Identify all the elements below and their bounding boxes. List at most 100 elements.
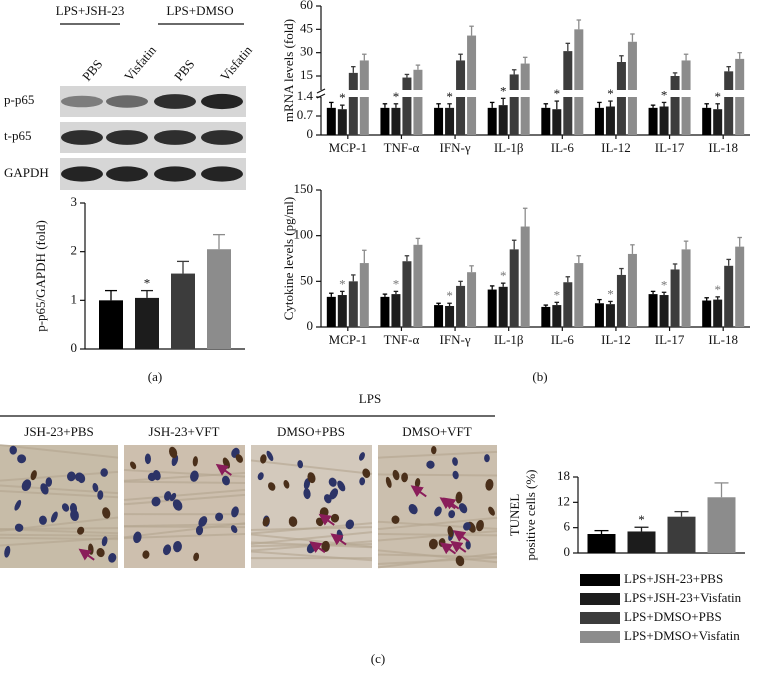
bar [348, 72, 358, 90]
bar [659, 106, 669, 135]
nucleus [414, 478, 421, 488]
blot-band [201, 130, 243, 145]
y-axis-label: p-p65/GAPDH (fold) [33, 220, 48, 332]
bar [605, 106, 615, 135]
bar [509, 97, 519, 135]
nucleus [266, 450, 274, 462]
blot-group: LPS+JSH-23 [56, 3, 125, 18]
nucleus [38, 515, 47, 525]
bar [402, 77, 412, 90]
bar [380, 296, 390, 327]
y-tick-label: 1 [71, 291, 78, 306]
fiber [377, 516, 498, 531]
x-tick-label: IFN-γ [440, 140, 471, 155]
nucleus [321, 540, 330, 553]
nucleus [330, 513, 340, 523]
bar [456, 97, 466, 135]
bar [587, 534, 616, 553]
panel-label: (a) [148, 369, 162, 384]
blot-band [201, 166, 243, 182]
blot-band [154, 94, 196, 109]
fiber [123, 493, 246, 506]
arrow [309, 541, 326, 554]
y-tick-label: 6 [564, 519, 571, 534]
x-tick-label: IL-12 [601, 332, 631, 347]
nucleus [408, 504, 418, 515]
bar [520, 63, 530, 90]
legend-swatch [580, 574, 620, 586]
nucleus [452, 457, 458, 466]
nucleus [198, 516, 208, 527]
nucleus [173, 541, 182, 553]
bar [702, 107, 712, 135]
nucleus [101, 536, 108, 547]
arrow [450, 540, 467, 553]
nucleus [488, 506, 495, 516]
bar [359, 60, 369, 90]
bar [467, 35, 477, 90]
bar [359, 263, 369, 327]
nucleus [96, 548, 105, 558]
nucleus [221, 475, 230, 486]
fiber [0, 536, 119, 547]
nucleus [66, 471, 76, 482]
y-tick-label: 3 [71, 194, 78, 209]
nucleus [172, 499, 183, 511]
significance: * [339, 276, 346, 291]
x-tick-label: IFN-γ [440, 332, 471, 347]
y-tick-label: 1.4 [297, 88, 314, 103]
nucleus [260, 454, 267, 464]
nucleus [431, 445, 437, 455]
western-blot [60, 86, 246, 190]
nucleus [257, 472, 264, 481]
x-tick-label: TNF-α [384, 140, 420, 155]
nucleus [307, 472, 316, 484]
bar [702, 300, 712, 327]
bar [552, 305, 562, 327]
bar [207, 249, 231, 349]
nucleus [92, 483, 99, 493]
legend-label: LPS+JSH-23+Visfatin [624, 590, 742, 605]
y-tick-label: 50 [300, 272, 313, 287]
bar [498, 286, 508, 327]
nucleus [476, 520, 484, 532]
blot-band [201, 93, 243, 110]
arrow [452, 530, 470, 543]
bar [574, 263, 584, 327]
bar [627, 41, 637, 90]
nucleus [458, 503, 468, 514]
bar [648, 294, 658, 327]
y-tick-label: 0 [307, 318, 314, 333]
legend-swatch [580, 631, 620, 643]
significance: * [554, 86, 561, 101]
nucleus [50, 511, 58, 523]
nucleus [192, 456, 198, 467]
bar [135, 297, 159, 349]
blot-band [61, 95, 103, 108]
nucleus [303, 488, 311, 500]
y-tick-label: 0 [71, 340, 78, 355]
nucleus [193, 552, 200, 562]
blot-band [106, 130, 148, 145]
y-tick-label: 0 [564, 544, 571, 559]
bar [467, 97, 477, 135]
nucleus [428, 538, 438, 550]
arrow [443, 497, 460, 510]
nucleus [69, 502, 78, 514]
nucleus [152, 470, 161, 481]
arrow [410, 485, 427, 498]
blot-band [61, 130, 103, 145]
nucleus [74, 472, 84, 482]
bar [681, 249, 691, 327]
significance: * [144, 276, 151, 291]
nucleus [391, 515, 400, 524]
bar [713, 299, 723, 327]
bar [348, 97, 358, 135]
significance: * [661, 277, 668, 292]
bar [487, 107, 497, 135]
bar [681, 60, 691, 90]
bar [380, 107, 390, 135]
bar [627, 253, 637, 327]
y-tick-label: 100 [294, 227, 314, 242]
bar [659, 295, 669, 327]
